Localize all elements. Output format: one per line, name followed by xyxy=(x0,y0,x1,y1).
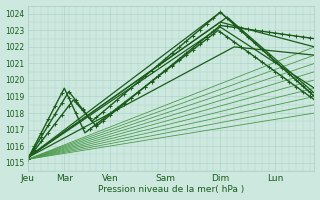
X-axis label: Pression niveau de la mer( hPa ): Pression niveau de la mer( hPa ) xyxy=(98,185,244,194)
